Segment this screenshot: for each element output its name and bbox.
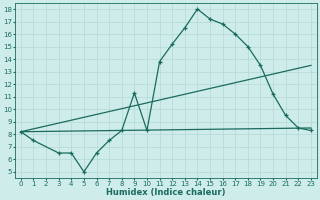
X-axis label: Humidex (Indice chaleur): Humidex (Indice chaleur) (106, 188, 226, 197)
